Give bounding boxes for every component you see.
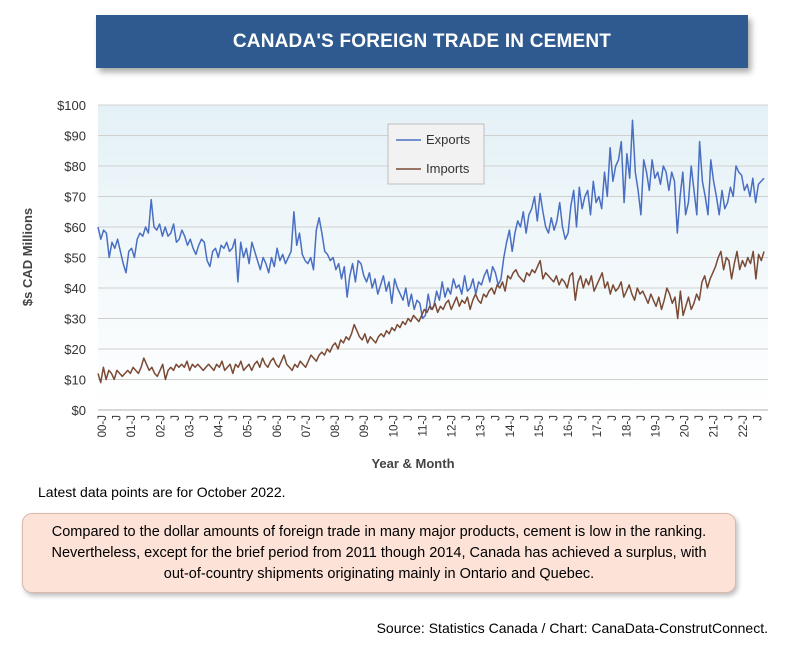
x-tick-label: J (752, 415, 764, 421)
x-tick-label: 18-J (621, 415, 633, 437)
x-tick-label: 07-J (301, 415, 313, 437)
legend-label-imports: Imports (426, 161, 470, 176)
y-tick-label: $10 (64, 373, 86, 388)
series-line-exports (97, 119, 765, 320)
chart-title-banner: CANADA'S FOREIGN TRADE IN CEMENT (96, 15, 748, 68)
x-tick-label: 03-J (184, 415, 196, 437)
x-tick-label: J (257, 415, 269, 421)
x-tick-label: J (199, 415, 211, 421)
x-tick-label: 01-J (126, 415, 138, 437)
y-tick-label: $20 (64, 342, 86, 357)
x-tick-label: J (694, 415, 706, 421)
data-note: Latest data points are for October 2022. (38, 484, 286, 500)
x-tick-label: 02-J (155, 415, 167, 437)
x-tick-label: 13-J (476, 415, 488, 437)
x-tick-label: 00-J (97, 415, 109, 437)
legend-box (387, 123, 485, 185)
x-tick-label: J (723, 415, 735, 421)
commentary-text: Compared to the dollar amounts of foreig… (51, 523, 707, 582)
x-tick-label: 09-J (359, 415, 371, 437)
x-tick-label: 15-J (534, 415, 546, 437)
x-tick-label: 06-J (272, 415, 284, 437)
y-tick-label: $60 (64, 220, 86, 235)
x-tick-label: J (345, 415, 357, 421)
x-tick-label: 12-J (447, 415, 459, 437)
x-tick-label: J (228, 415, 240, 421)
x-tick-label: J (607, 415, 619, 421)
x-tick-label: 22-J (738, 415, 750, 437)
x-tick-label: 16-J (563, 415, 575, 437)
y-tick-label: $50 (64, 251, 86, 266)
y-axis-label: $s CAD Millions (20, 208, 35, 306)
x-tick-label: 14-J (505, 415, 517, 437)
x-tick-label: J (490, 415, 502, 421)
y-tick-label: $40 (64, 281, 86, 296)
y-tick-label: $100 (57, 98, 86, 113)
x-tick-label: 10-J (388, 415, 400, 437)
y-tick-label: $90 (64, 129, 86, 144)
y-tick-label: $30 (64, 312, 86, 327)
x-tick-label: J (112, 415, 124, 421)
y-tick-label: $70 (64, 190, 86, 205)
chart-title: CANADA'S FOREIGN TRADE IN CEMENT (232, 30, 612, 52)
legend-label-exports: Exports (426, 132, 471, 147)
x-tick-label: 21-J (709, 415, 721, 437)
x-tick-label: 04-J (214, 415, 226, 437)
x-tick-label: J (636, 415, 648, 421)
source-credit: Source: Statistics Canada / Chart: CanaD… (376, 620, 768, 636)
series-line-imports (97, 250, 765, 384)
x-tick-label: J (315, 415, 327, 421)
x-tick-label: J (578, 415, 590, 421)
x-tick-label: J (374, 415, 386, 421)
x-tick-label: 08-J (330, 415, 342, 437)
x-tick-label: 19-J (650, 415, 662, 437)
x-tick-label: 11-J (417, 415, 429, 437)
x-tick-label: J (461, 415, 473, 421)
x-tick-label: J (665, 415, 677, 421)
x-axis-label: Year & Month (371, 456, 454, 471)
x-tick-label: 20-J (680, 415, 692, 437)
line-chart: $0$10$20$30$40$50$60$70$80$90$100 00-J J 0… (20, 98, 768, 471)
x-tick-label: J (519, 415, 531, 421)
x-tick-label: 05-J (243, 415, 255, 437)
chart-legend: Exports Imports (387, 123, 485, 185)
x-tick-label: J (403, 415, 415, 421)
x-tick-label: J (141, 415, 153, 421)
y-tick-label: $80 (64, 159, 86, 174)
commentary-callout: Compared to the dollar amounts of foreig… (22, 513, 736, 593)
x-tick-label: J (549, 415, 561, 421)
x-tick-label: 17-J (592, 415, 604, 437)
y-tick-label: $0 (72, 403, 86, 418)
x-tick-label: J (432, 415, 444, 421)
x-tick-label: J (286, 415, 298, 421)
x-tick-label: J (170, 415, 182, 421)
